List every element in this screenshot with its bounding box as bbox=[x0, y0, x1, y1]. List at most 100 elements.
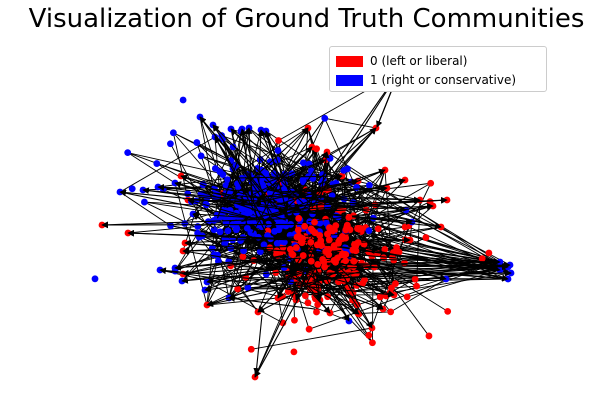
directed-edge bbox=[341, 283, 373, 329]
community-1-node bbox=[128, 185, 136, 193]
edge bbox=[206, 281, 284, 324]
directed-edge bbox=[266, 188, 442, 229]
community-0-node bbox=[345, 213, 353, 221]
community-0-node bbox=[335, 239, 342, 247]
community-0-node bbox=[279, 243, 287, 251]
directed-edge bbox=[302, 71, 400, 211]
community-0-node bbox=[485, 249, 493, 257]
edge bbox=[341, 175, 511, 266]
community-1-node bbox=[233, 224, 241, 232]
community-0-node bbox=[294, 226, 302, 234]
community-1-node bbox=[250, 230, 257, 237]
community-0-node bbox=[321, 263, 329, 271]
community-0-node bbox=[314, 260, 322, 268]
community-1-node bbox=[366, 181, 373, 189]
directed-edge bbox=[180, 175, 252, 205]
community-0-node bbox=[332, 258, 339, 266]
community-0-node bbox=[388, 284, 395, 292]
directed-edge bbox=[245, 127, 253, 204]
community-0-node bbox=[295, 214, 303, 222]
community-0-node bbox=[325, 251, 333, 259]
edge bbox=[324, 117, 377, 129]
community-0-node bbox=[319, 256, 326, 263]
community-0-node bbox=[307, 238, 315, 246]
community-0-node bbox=[275, 137, 282, 144]
community-0-node bbox=[301, 292, 309, 300]
directed-edge bbox=[265, 159, 326, 184]
legend-label-community-0: 0 (left or liberal) bbox=[370, 54, 468, 68]
edge bbox=[127, 152, 176, 184]
directed-edge bbox=[270, 146, 313, 191]
community-0-node bbox=[342, 257, 349, 265]
community-1-node bbox=[91, 275, 99, 283]
community-0-node bbox=[342, 234, 350, 242]
directed-edge bbox=[184, 232, 361, 246]
community-0-node bbox=[299, 235, 307, 242]
directed-edge bbox=[253, 314, 263, 375]
edge bbox=[308, 163, 509, 268]
community-0-node bbox=[342, 251, 350, 258]
directed-edge bbox=[254, 243, 317, 378]
directed-edge bbox=[101, 217, 300, 229]
community-0-node bbox=[291, 316, 298, 324]
directed-edge bbox=[312, 262, 511, 281]
directed-edge bbox=[322, 202, 434, 212]
directed-edge bbox=[260, 195, 421, 204]
community-0-node bbox=[329, 227, 337, 235]
directed-edge bbox=[182, 263, 311, 277]
community-1-node bbox=[224, 227, 232, 235]
directed-edge bbox=[264, 130, 288, 216]
community-1-node bbox=[243, 224, 251, 232]
community-0-node bbox=[355, 224, 362, 232]
edge bbox=[349, 266, 509, 292]
directed-edge bbox=[232, 172, 343, 180]
community-1-node bbox=[210, 226, 218, 234]
overlap-node-layer bbox=[286, 213, 362, 271]
community-1-node bbox=[274, 147, 282, 154]
directed-edge bbox=[342, 274, 373, 329]
directed-edge bbox=[320, 151, 330, 199]
directed-edge bbox=[300, 151, 328, 192]
community-0-node bbox=[369, 339, 376, 347]
community-0-node bbox=[365, 331, 373, 339]
community-0-node bbox=[393, 244, 400, 251]
community-0-node bbox=[307, 257, 315, 265]
legend: 0 (left or liberal) 1 (right or conserva… bbox=[329, 46, 547, 92]
community-0-node bbox=[293, 233, 301, 241]
community-1-node bbox=[167, 140, 174, 148]
directed-edge bbox=[187, 196, 249, 204]
community-0-node bbox=[304, 299, 312, 307]
edge bbox=[206, 297, 279, 306]
edge bbox=[202, 127, 309, 195]
edge bbox=[127, 226, 198, 234]
community-1-node bbox=[321, 114, 329, 122]
directed-edge bbox=[119, 189, 254, 220]
community-1-node bbox=[169, 129, 177, 137]
community-1-node bbox=[244, 284, 252, 292]
community-1-node bbox=[214, 251, 221, 259]
directed-edge bbox=[119, 189, 254, 206]
community-0-node bbox=[325, 245, 333, 253]
community-0-node bbox=[234, 285, 242, 293]
community-0-node bbox=[403, 293, 411, 301]
community-0-node bbox=[361, 276, 368, 284]
directed-edge bbox=[239, 128, 258, 222]
community-0-node bbox=[288, 250, 296, 258]
directed-edge bbox=[277, 236, 313, 299]
community-1-node bbox=[240, 247, 247, 255]
directed-edge bbox=[265, 130, 290, 194]
directed-edge bbox=[292, 191, 407, 213]
directed-edge bbox=[307, 203, 434, 223]
community-1-node bbox=[181, 220, 189, 227]
community-1-node bbox=[216, 228, 224, 236]
directed-edge bbox=[284, 272, 360, 315]
directed-edge bbox=[206, 270, 364, 307]
edge bbox=[119, 191, 171, 227]
legend-label-community-1: 1 (right or conservative) bbox=[370, 73, 517, 87]
edge bbox=[281, 197, 320, 232]
directed-edge bbox=[180, 174, 302, 211]
community-0-node bbox=[380, 254, 388, 262]
directed-edge bbox=[242, 203, 442, 230]
edge bbox=[144, 201, 222, 215]
directed-edge bbox=[318, 237, 509, 281]
